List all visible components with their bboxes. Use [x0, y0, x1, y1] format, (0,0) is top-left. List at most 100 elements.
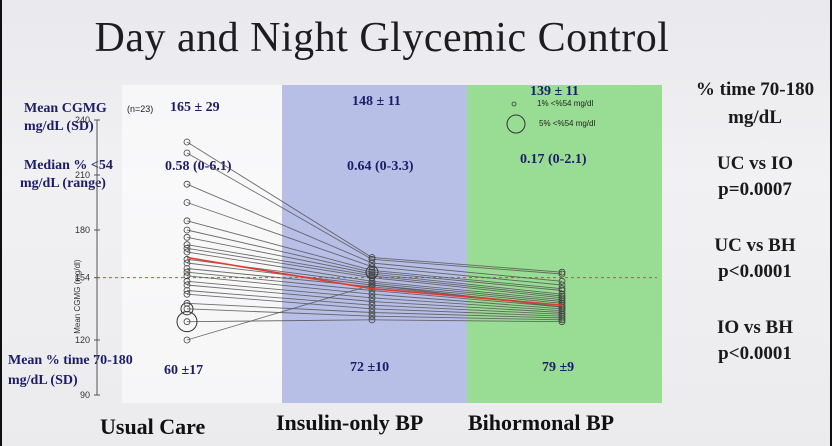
patient-point [183, 277, 191, 285]
bh-mean-time: 79 ±9 [542, 360, 575, 375]
hypo-marker-medium [365, 265, 379, 279]
patient-point [558, 281, 566, 289]
group-label-insulin-only: Insulin-only BP [276, 410, 424, 435]
patient-series-line [186, 244, 563, 297]
patient-series-line [186, 141, 563, 273]
patient-point [558, 268, 566, 276]
patient-point [183, 138, 191, 146]
patient-point [183, 180, 191, 188]
patient-series-line [186, 183, 563, 282]
patient-point [558, 290, 566, 298]
uc-vs-bh-p: p<0.0001 [718, 261, 792, 282]
patient-series-line [186, 236, 563, 295]
legend-large-symbol [506, 114, 526, 134]
patient-series-line [186, 229, 563, 291]
patient-point [368, 283, 376, 291]
io-vs-bh-p: p<0.0001 [718, 343, 792, 364]
patient-point [368, 312, 376, 320]
patient-point [368, 279, 376, 287]
patient-series-line [186, 290, 563, 315]
io-mean-time: 72 ±10 [350, 360, 390, 375]
patient-point [558, 296, 566, 304]
patient-point [368, 266, 376, 274]
patient-point [183, 217, 191, 225]
patient-point [368, 309, 376, 316]
patient-point [183, 233, 191, 241]
patient-point [368, 287, 376, 294]
hypo-marker-medium [180, 302, 194, 316]
stats-heading: % time 70-180 mg/dL [695, 79, 815, 128]
n-note: (n=23) [127, 104, 154, 114]
legend-small-label: 1% <%54 mg/dl [537, 99, 594, 108]
patient-point [183, 268, 191, 276]
patient-point [558, 318, 566, 326]
mean-cgmg-label: Mean CGMG [24, 101, 107, 116]
patient-point [183, 287, 191, 294]
patient-point [368, 294, 376, 302]
hypo-marker-large [176, 311, 198, 333]
y-tick-label: 240 [75, 115, 90, 125]
patient-point [558, 307, 566, 315]
patient-point [183, 226, 191, 234]
mean-series-line [186, 256, 563, 306]
io-median-pct: 0.64 (0-3.3) [347, 159, 414, 174]
group-label-bihormonal: Bihormonal BP [468, 410, 615, 435]
patient-series-line [186, 251, 563, 301]
patient-point [183, 265, 191, 272]
uc-vs-bh-label: UC vs BH [714, 235, 796, 256]
insulin-only-band [282, 85, 467, 403]
y-tick-label: 120 [75, 335, 90, 345]
patient-series-line [186, 220, 563, 290]
io-mean-cgmg: 148 ± 11 [352, 94, 401, 109]
bihormonal-band [467, 85, 662, 403]
patient-point [558, 287, 566, 294]
patient-point [183, 290, 191, 298]
mean-cgmg-units: mg/dL (SD) [24, 119, 94, 134]
patient-point [558, 270, 566, 278]
patient-series-line [186, 271, 563, 308]
patient-point [558, 312, 566, 320]
bh-mean-cgmg: 139 ± 11 [530, 84, 579, 99]
y-tick-label: 180 [75, 225, 90, 235]
patient-point [368, 301, 376, 309]
patient-series-line [186, 302, 563, 319]
slide-title: Day and Night Glycemic Control [94, 15, 670, 61]
patient-series-line [186, 275, 563, 310]
patient-point [368, 290, 376, 298]
patient-point [558, 303, 566, 311]
patient-series-line [186, 293, 563, 317]
patient-point [183, 272, 191, 280]
usual-care-band [122, 85, 282, 403]
patient-point [558, 305, 566, 313]
patient-point [183, 241, 191, 249]
patient-series-line [186, 284, 563, 313]
mean-time-units: mg/dL (SD) [8, 373, 78, 388]
median-pct-units: mg/dL (range) [20, 176, 106, 191]
y-tick-label: 154 [75, 273, 90, 283]
patient-point [368, 255, 376, 263]
group-label-usual-care: Usual Care [100, 414, 206, 439]
patient-point [368, 298, 376, 305]
patient-point [368, 272, 376, 280]
patient-point [183, 248, 191, 256]
patient-series-line [186, 308, 563, 321]
patient-point [558, 316, 566, 324]
patient-series-line [186, 319, 563, 323]
patient-point [183, 199, 191, 206]
patient-point [558, 314, 566, 322]
patient-point [558, 310, 566, 318]
patient-point [558, 285, 566, 293]
patient-point [558, 277, 566, 285]
patient-point [368, 270, 376, 278]
patient-point [183, 318, 191, 326]
patient-point [183, 259, 191, 267]
patient-point [183, 281, 191, 289]
patient-point [183, 244, 191, 252]
y-axis-title: Mean CGMG (mg/dl) [73, 259, 82, 334]
patient-point [368, 316, 376, 324]
io-vs-bh-label: IO vs BH [716, 317, 794, 338]
median-pct-label: Median % <54 [24, 158, 113, 173]
patient-series-line [186, 280, 563, 312]
